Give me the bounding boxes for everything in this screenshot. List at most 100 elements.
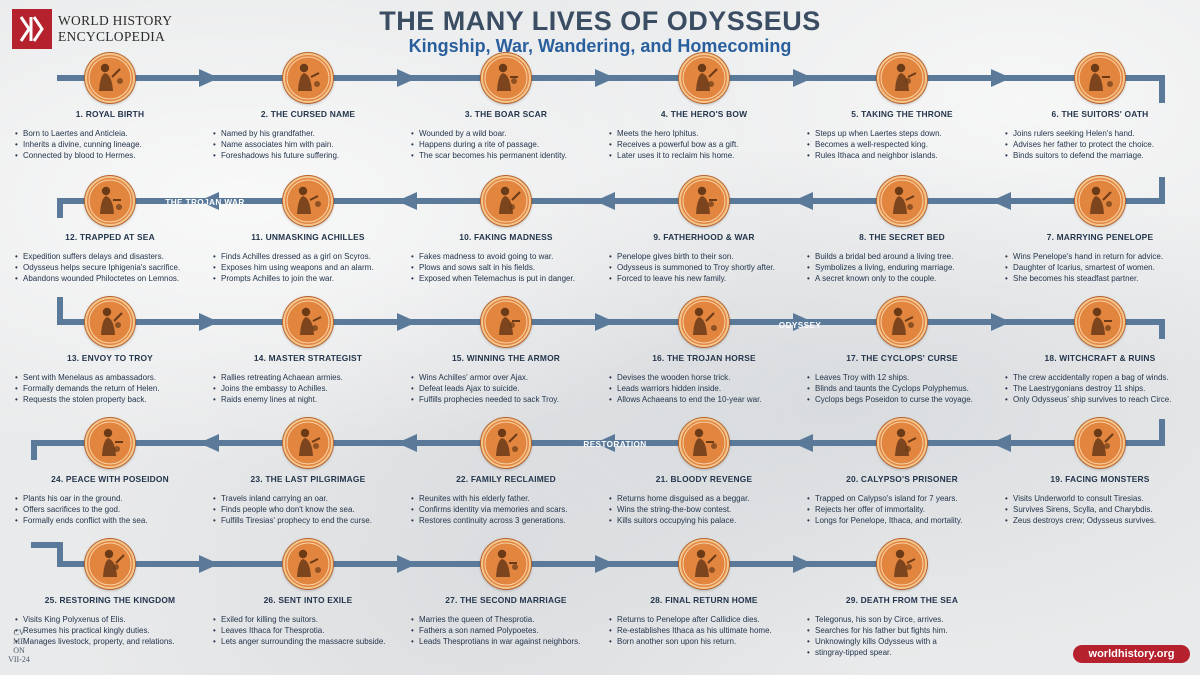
brand-logo[interactable]: WORLD HISTORY ENCYCLOPEDIA	[12, 9, 202, 51]
stage-title: 15. WINNING THE ARMOR	[451, 353, 561, 363]
stage-bullets: Returns home disguised as a beggar.Wins …	[609, 493, 799, 526]
stage-bullet: Odysseus is summoned to Troy shortly aft…	[609, 262, 799, 273]
arrow-right-icon	[793, 313, 813, 331]
arrow-left-icon	[793, 434, 813, 452]
stage-bullet: Finds Achilles dressed as a girl on Scyr…	[213, 251, 403, 262]
stage-title: 4. THE HERO'S BOW	[660, 109, 748, 119]
stage-bullet: Inherits a divine, cunning lineage.	[15, 139, 205, 150]
arrow-right-icon	[595, 555, 615, 573]
stage-bullets: Steps up when Laertes steps down.Becomes…	[807, 128, 997, 161]
stage-bullet: Resumes his practical kingly duties.	[15, 625, 205, 636]
stage-bullet: Joins rulers seeking Helen's hand.	[1005, 128, 1195, 139]
reunion-icon	[481, 418, 531, 468]
stage-bullets: Finds Achilles dressed as a girl on Scyr…	[213, 251, 403, 284]
arrow-left-icon	[199, 192, 219, 210]
stage-bullet: Joins the embassy to Achilles.	[213, 383, 403, 394]
stage-bullet: Rejects her offer of immortality.	[807, 504, 997, 515]
stage-title: 6. THE SUITORS' OATH	[1051, 109, 1149, 119]
stage-bullet: Searches for his father but fights him.	[807, 625, 997, 636]
stage-bullets: Reunites with his elderly father.Confirm…	[411, 493, 601, 526]
stage-bullet: Plants his oar in the ground.	[15, 493, 205, 504]
stage-bullet: Fakes madness to avoid going to war.	[411, 251, 601, 262]
calypso-icon	[877, 418, 927, 468]
stage-bullet: Born to Laertes and Anticleia.	[15, 128, 205, 139]
envoys-icon	[85, 297, 135, 347]
arrow-right-icon	[793, 69, 813, 87]
stage-bullet: Restores continuity across 3 generations…	[411, 515, 601, 526]
stage-bullets: Wins Achilles' armor over Ajax.Defeat le…	[411, 372, 601, 405]
stage-title: 13. ENVOY TO TROY	[67, 353, 153, 363]
queen-icon	[481, 539, 531, 589]
stage-bullets: Rallies retreating Achaean armies.Joins …	[213, 372, 403, 405]
arrow-right-icon	[991, 313, 1011, 331]
stage-bullets: Wounded by a wild boar.Happens during a …	[411, 128, 601, 161]
disguised-achilles-icon	[283, 176, 333, 226]
stage-bullet: Marries the queen of Thesprotia.	[411, 614, 601, 625]
stage-bullet: Exposed when Telemachus is put in danger…	[411, 273, 601, 284]
stage-bullets: Builds a bridal bed around a living tree…	[807, 251, 997, 284]
arrow-right-icon	[199, 313, 219, 331]
arrow-right-icon	[991, 69, 1011, 87]
arrow-left-icon	[991, 434, 1011, 452]
stage-bullets: Plants his oar in the ground.Offers sacr…	[15, 493, 205, 526]
boar-hunter-icon	[481, 53, 531, 103]
stage-bullet: Sent with Menelaus as ambassadors.	[15, 372, 205, 383]
stage-bullets: Visits King Polyxenus of Elis.Resumes hi…	[15, 614, 205, 647]
stage-title: 8. THE SECRET BED	[859, 232, 945, 242]
arrow-left-icon	[991, 192, 1011, 210]
warriors-icon	[283, 297, 333, 347]
trojan-horse-icon	[679, 297, 729, 347]
stage-bullets: Leaves Troy with 12 ships.Blinds and tau…	[807, 372, 997, 405]
signature-line: ON	[13, 646, 25, 655]
stage-bullet: Becomes a well-respected king.	[807, 139, 997, 150]
stage-bullet: Foreshadows his future suffering.	[213, 150, 403, 161]
stage-title: 29. DEATH FROM THE SEA	[845, 595, 959, 605]
stage-title: 7. MARRYING PENELOPE	[1046, 232, 1154, 242]
naming-scene-icon	[283, 53, 333, 103]
stage-bullet: Name associates him with pain.	[213, 139, 403, 150]
stage-bullet: Prompts Achilles to join the war.	[213, 273, 403, 284]
stage-bullet: Fathers a son named Polypoetes.	[411, 625, 601, 636]
stage-bullet: Formally demands the return of Helen.	[15, 383, 205, 394]
wedding-couple-icon	[1075, 176, 1125, 226]
circe-icon	[1075, 297, 1125, 347]
stage-bullet: Returns home disguised as a beggar.	[609, 493, 799, 504]
stage-title: 21. BLOODY REVENGE	[655, 474, 753, 484]
stage-bullet: Returns to Penelope after Callidice dies…	[609, 614, 799, 625]
stage-title: 9. FATHERHOOD & WAR	[653, 232, 755, 242]
arrow-left-icon	[595, 434, 615, 452]
stage-bullet: Blinds and taunts the Cyclops Polyphemus…	[807, 383, 997, 394]
stage-bullet: Only Odysseus' ship survives to reach Ci…	[1005, 394, 1195, 405]
poseidon-icon	[85, 418, 135, 468]
stage-bullet: Finds people who don't know the sea.	[213, 504, 403, 515]
signature-line: VII-24	[8, 655, 30, 664]
arrow-right-icon	[595, 313, 615, 331]
logo-text-line2: ENCYCLOPEDIA	[58, 29, 166, 44]
arrow-right-icon	[199, 69, 219, 87]
stage-bullet: Survives Sirens, Scylla, and Charybdis.	[1005, 504, 1195, 515]
stage-bullets: Telegonus, his son by Circe, arrives.Sea…	[807, 614, 997, 658]
stage-bullet: Wounded by a wild boar.	[411, 128, 601, 139]
stage-bullets: Penelope gives birth to their son.Odysse…	[609, 251, 799, 284]
stage-bullet: stingray-tipped spear.	[807, 647, 997, 658]
signature-line: CV	[13, 628, 25, 637]
stage-bullet: Leads Thesprotians in war against neighb…	[411, 636, 601, 647]
footer-url-link[interactable]: worldhistory.org	[1073, 645, 1190, 663]
stage-bullet: Rallies retreating Achaean armies.	[213, 372, 403, 383]
stage-bullet: Longs for Penelope, Ithaca, and mortalit…	[807, 515, 997, 526]
stage-bullet: She becomes his steadfast partner.	[1005, 273, 1195, 284]
stage-bullet: Happens during a rite of passage.	[411, 139, 601, 150]
stage-title: 19. FACING MONSTERS	[1050, 474, 1150, 484]
cyclops-icon	[877, 297, 927, 347]
oath-scene-icon	[1075, 53, 1125, 103]
father-and-child-icon	[679, 176, 729, 226]
helmeted-warrior-icon	[481, 297, 531, 347]
stage-bullet: Leaves Ithaca for Thesprotia.	[213, 625, 403, 636]
stage-title: 28. FINAL RETURN HOME	[650, 595, 758, 605]
stage-bullets: Travels inland carrying an oar.Finds peo…	[213, 493, 403, 526]
stage-bullet: Exiled for killing the suitors.	[213, 614, 403, 625]
stage-title: 1. ROYAL BIRTH	[75, 109, 145, 119]
arrow-right-icon	[397, 69, 417, 87]
stage-bullet: Born another son upon his return.	[609, 636, 799, 647]
stage-bullet: Wins the string-the-bow contest.	[609, 504, 799, 515]
